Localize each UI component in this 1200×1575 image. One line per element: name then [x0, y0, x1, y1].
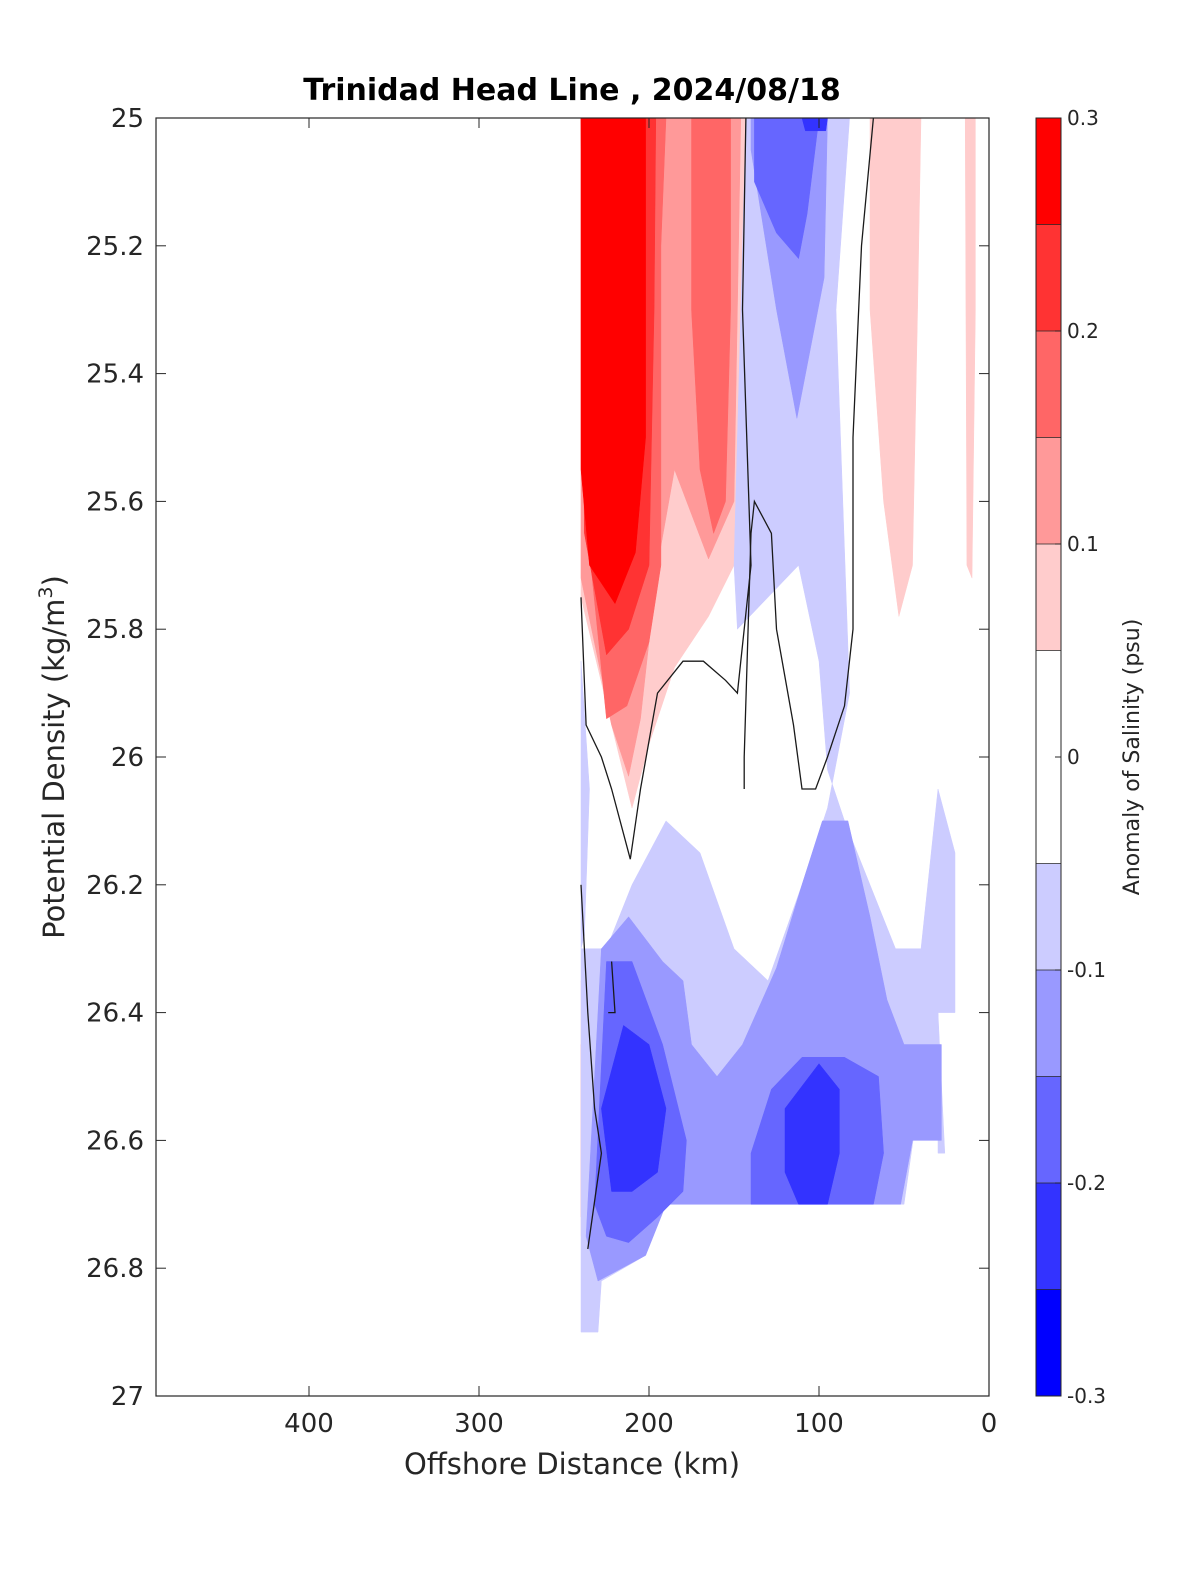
colorbar-tick-label: -0.2	[1067, 1171, 1106, 1195]
y-axis-label: Potential Density (kg/m3)	[35, 575, 71, 939]
x-tick-label: 400	[284, 1409, 334, 1439]
colorbar-band-0	[1036, 1289, 1061, 1396]
y-tick-label: 27	[111, 1382, 144, 1412]
x-tick-label: 300	[454, 1409, 504, 1439]
contour-region-11	[580, 661, 590, 949]
x-tick-label: 0	[981, 1409, 998, 1439]
contour-region-15	[754, 118, 820, 260]
colorbar-band-8	[1036, 331, 1061, 438]
x-axis-ticks: 400 300 200 100 0	[284, 118, 997, 1439]
y-axis-label-superscript: 3	[35, 586, 57, 598]
y-tick-label: 26.8	[86, 1254, 144, 1284]
x-tick-label: 200	[624, 1409, 674, 1439]
y-tick-label: 25.2	[86, 232, 144, 262]
colorbar-band-1	[1036, 1183, 1061, 1290]
colorbar-tick-label: -0.1	[1067, 958, 1106, 982]
y-tick-label: 25	[111, 104, 144, 134]
colorbar-tick-label: 0.3	[1067, 106, 1099, 130]
y-axis-ticks: 25 25.2 25.4 25.6 25.8 26 26.2 26.4 26.6 26.8 27	[86, 104, 989, 1412]
colorbar-ticks: -0.3 -0.2 -0.1 0 0.1 0.2 0.3	[1055, 106, 1106, 1408]
colorbar-tick-label: 0.2	[1067, 319, 1099, 343]
colorbar-band-9	[1036, 224, 1061, 331]
chart-title: Trinidad Head Line , 2024/08/18	[303, 73, 840, 108]
zero-contour-lines	[580, 118, 875, 1250]
colorbar-band-2	[1036, 1076, 1061, 1183]
contour-line-2	[580, 884, 603, 1250]
plot-area: 400 300 200 100 0 25 25.2 25.4 25.6 25.8 26 26.2 26…	[86, 104, 997, 1439]
contour-region-18	[601, 1024, 667, 1192]
colorbar-band-7	[1036, 437, 1061, 544]
x-tick-label: 100	[794, 1409, 844, 1439]
contour-region-5	[580, 118, 646, 605]
y-tick-label: 25.8	[86, 615, 144, 645]
y-axis-label-close: )	[37, 575, 71, 586]
colorbar-label: Anomaly of Salinity (psu)	[1120, 619, 1145, 896]
colorbar-band-6	[1036, 544, 1061, 651]
y-tick-label: 26.2	[86, 871, 144, 901]
y-tick-label: 25.4	[86, 360, 144, 390]
y-axis-label-main: Potential Density (kg/m	[37, 599, 71, 939]
contour-line-1	[743, 118, 875, 790]
contour-region-6	[869, 118, 922, 617]
y-tick-label: 26	[111, 743, 144, 773]
contour-line-3	[608, 961, 616, 1014]
colorbar-band-10	[1036, 118, 1061, 225]
colorbar-tick-label: 0.1	[1067, 532, 1099, 556]
contour-region-19	[784, 1063, 840, 1205]
contour-region-20	[801, 118, 828, 132]
colorbar-band-4	[1036, 863, 1061, 970]
colorbar-bands	[1036, 118, 1061, 1396]
x-axis-label: Offshore Distance (km)	[404, 1447, 740, 1481]
y-tick-label: 26.4	[86, 999, 144, 1029]
colorbar-tick-label: 0	[1067, 745, 1080, 769]
contour-region-7	[964, 118, 976, 579]
colorbar: -0.3 -0.2 -0.1 0 0.1 0.2 0.3 Anomaly of Salini…	[1035, 106, 1145, 1408]
contour-region-3	[691, 118, 731, 535]
colorbar-band-3	[1036, 970, 1061, 1077]
colorbar-tick-label: -0.3	[1067, 1384, 1106, 1408]
y-tick-label: 25.6	[86, 487, 144, 517]
y-tick-label: 26.6	[86, 1126, 144, 1156]
filled-contours	[580, 118, 976, 1333]
